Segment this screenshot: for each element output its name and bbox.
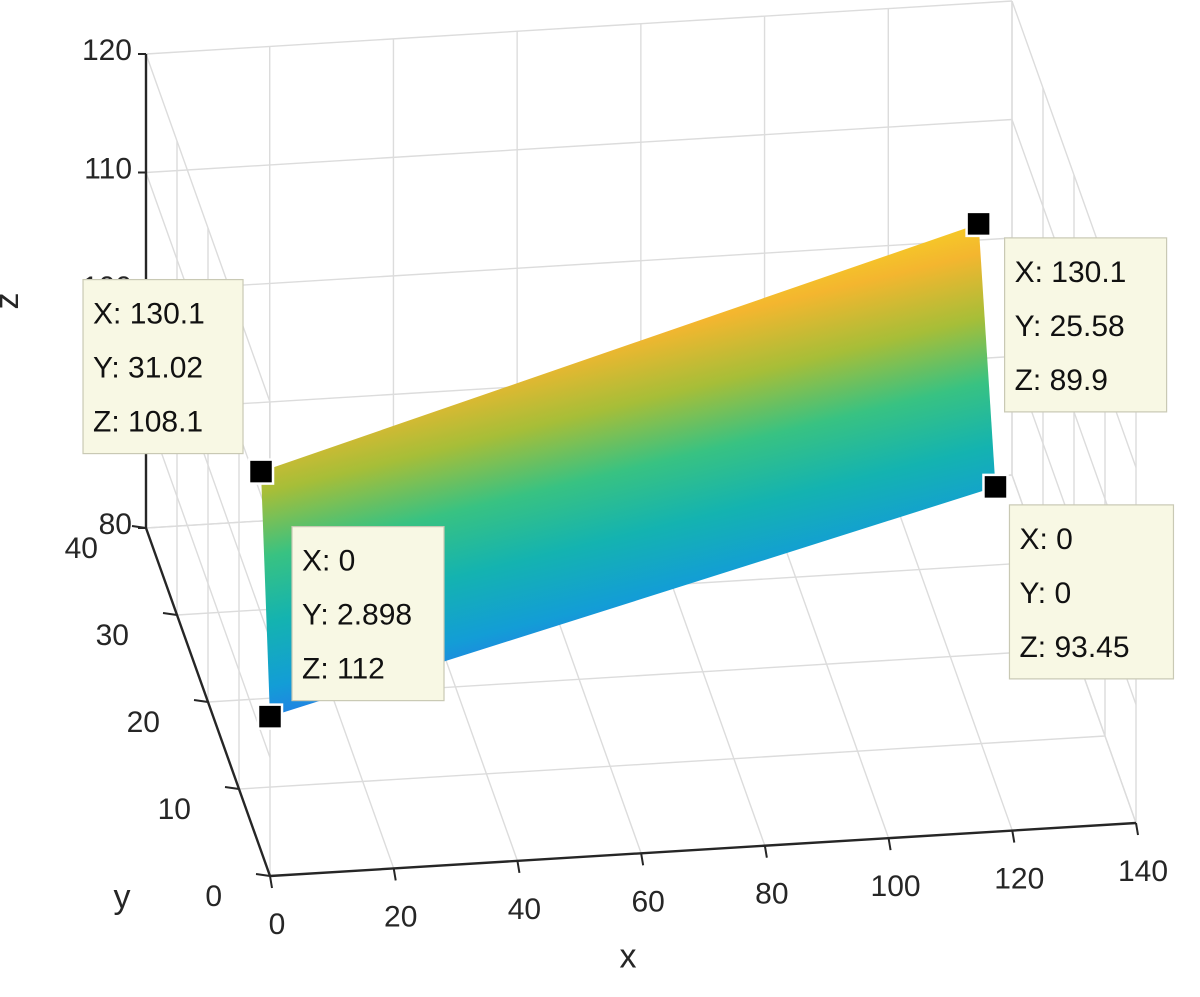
datatip-marker (965, 210, 992, 238)
x-tick-mark (1135, 822, 1139, 836)
datatip: X: 0 Y: 2.898 Z: 112 (256, 526, 445, 730)
y-tick-label: 30 (96, 619, 129, 652)
datatip-line: Y: 2.898 (302, 599, 412, 632)
x-axis-line (269, 821, 1137, 878)
x-tick-label: 20 (384, 900, 417, 933)
z-axis-label: z (0, 293, 26, 310)
datatip-line: X: 0 (1019, 523, 1072, 556)
datatip-line: Y: 0 (1019, 577, 1071, 610)
tick-labels: 0204060801001201400102030408090100110120… (0, 34, 1168, 976)
datatip-marker (247, 458, 275, 485)
x-tick-mark (516, 860, 521, 874)
grid-line-left-z (145, 409, 271, 758)
datatip-line: X: 0 (302, 545, 355, 578)
datatip: X: 130.1 Y: 31.02 Z: 108.1 (82, 278, 275, 485)
z-tick-label: 80 (99, 508, 132, 541)
x-tick-mark (392, 868, 397, 881)
x-tick-label: 60 (631, 885, 664, 918)
x-tick-label: 80 (755, 878, 788, 911)
datatip: X: 130.1 Y: 25.58 Z: 89.9 (965, 210, 1168, 413)
y-tick-mark (193, 699, 209, 703)
x-tick-label: 0 (269, 908, 286, 941)
datatip-line: Z: 112 (302, 653, 385, 686)
x-tick-label: 40 (508, 893, 541, 926)
datatip-line: X: 130.1 (93, 298, 205, 331)
datatip-line: Z: 93.45 (1019, 631, 1129, 664)
y-tick-label: 10 (158, 793, 191, 826)
grid-line-back-z (145, 118, 1013, 174)
surface-patch (261, 223, 996, 717)
datatip-line: Z: 108.1 (93, 406, 203, 439)
x-tick-mark (1011, 830, 1016, 843)
y-tick-mark (162, 612, 178, 616)
grid-line-left-z (145, 53, 271, 403)
x-tick-label: 100 (871, 870, 921, 903)
datatip-line: X: 130.1 (1015, 256, 1127, 289)
x-axis-label: x (620, 938, 637, 976)
x-tick-mark (763, 845, 768, 858)
datatip-line: Y: 25.58 (1015, 310, 1125, 343)
z-tick-label: 120 (82, 34, 132, 67)
datatips: X: 0 Y: 2.898 Z: 112 X: 130.1 Y: 31.02 Z: 108… (82, 210, 1175, 730)
y-tick-mark (224, 786, 240, 790)
datatip-box (291, 526, 445, 702)
datatip-box (1008, 504, 1175, 680)
datatip-marker (256, 703, 284, 730)
x-tick-mark (887, 837, 892, 851)
grid-line-back-z (145, 237, 1013, 292)
datatip-box (82, 278, 244, 455)
datatip-line: Y: 31.02 (93, 352, 203, 385)
grid-line-back-z (145, 0, 1013, 55)
datatip-line: Z: 89.9 (1015, 364, 1108, 397)
y-axis-label: y (114, 878, 131, 916)
surface (261, 223, 996, 717)
y-tick-label: 0 (205, 880, 222, 913)
x-tick-mark (640, 853, 645, 866)
datatip-marker (982, 473, 1009, 501)
x-tick-label: 120 (994, 863, 1044, 896)
y-tick-mark (255, 873, 271, 877)
y-tick-label: 40 (65, 532, 98, 565)
x-tick-label: 140 (1118, 855, 1168, 888)
x-tick-mark (269, 875, 273, 889)
z-tick-label: 110 (84, 153, 132, 186)
y-tick-label: 20 (127, 706, 160, 739)
grid-line-floor-y (238, 735, 1106, 790)
datatip-box (1003, 237, 1168, 413)
datatip: X: 0 Y: 0 Z: 93.45 (982, 473, 1175, 680)
